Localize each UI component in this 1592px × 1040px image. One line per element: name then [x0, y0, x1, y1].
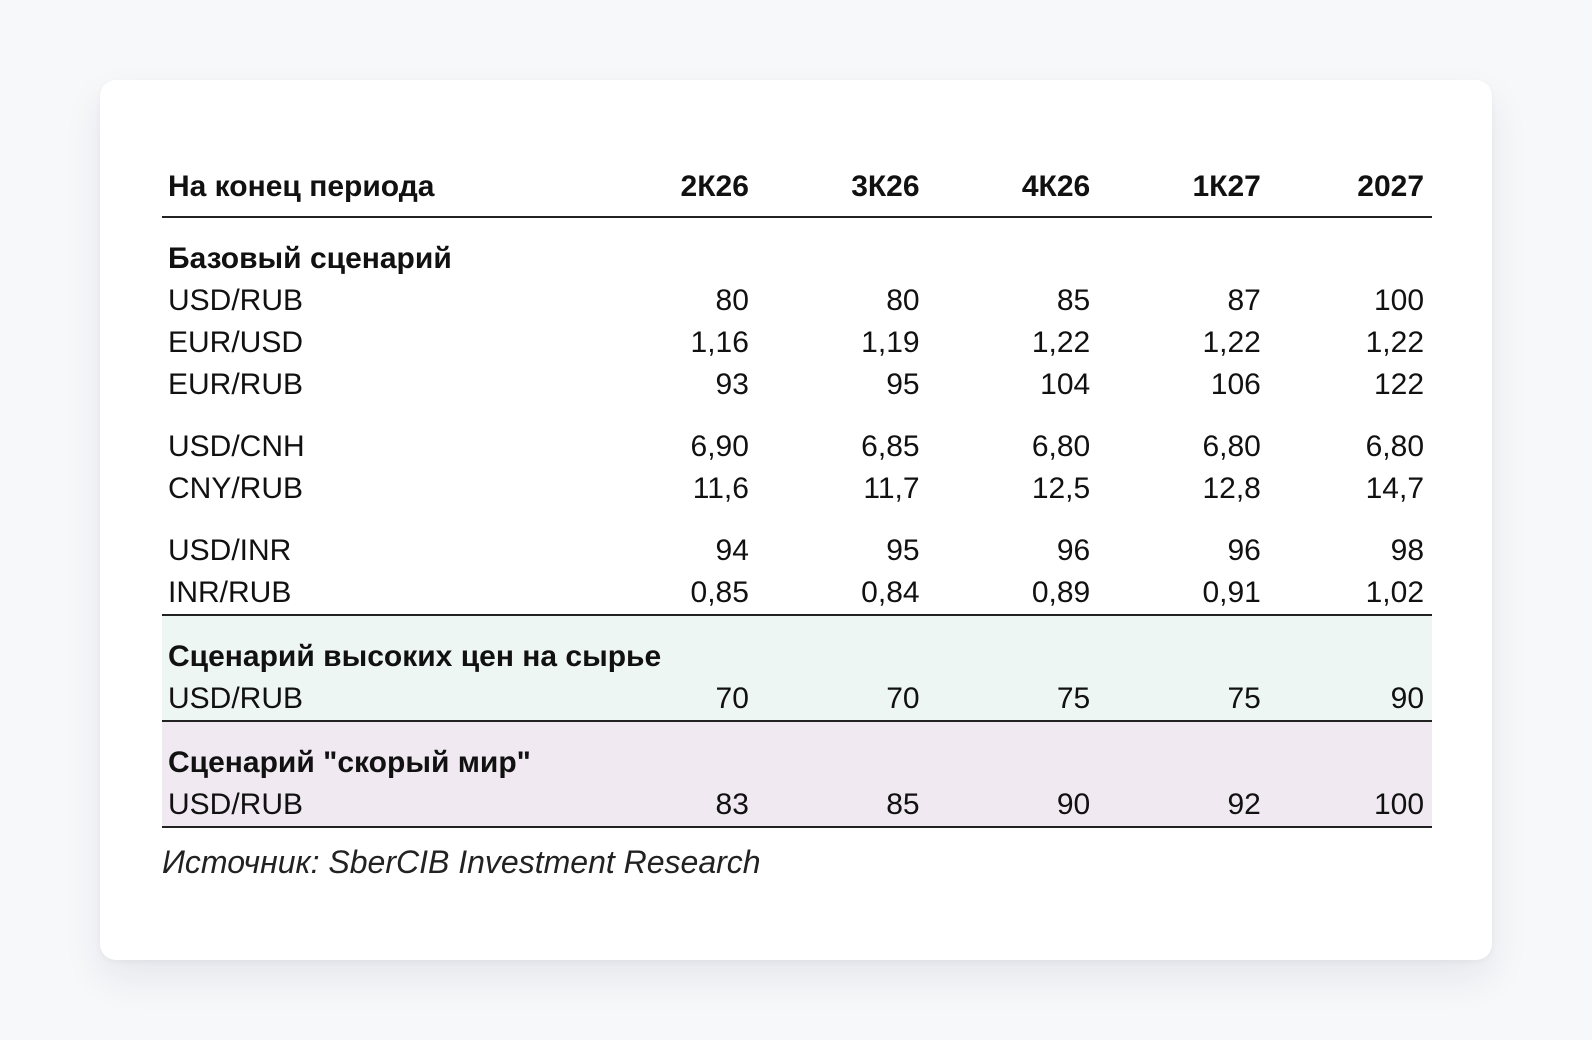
- cell: 12,8: [1202, 472, 1261, 505]
- group-spacer: [162, 510, 1432, 530]
- cell: 98: [1390, 534, 1425, 567]
- cell: 6,90: [690, 430, 749, 463]
- table-header: На конец периода 2К26 3К26 4К26 1К27 202…: [162, 158, 1432, 218]
- cell: 14,7: [1365, 472, 1425, 505]
- row-label: USD/CNH: [168, 430, 305, 463]
- cell: 90: [1056, 788, 1091, 821]
- cell: 95: [886, 534, 920, 567]
- row-label: USD/RUB: [168, 284, 304, 317]
- table-row: CNY/RUB 11,6 11,7 12,5 12,8 14,7: [162, 468, 1432, 510]
- cell: 104: [1040, 368, 1091, 401]
- cell: 93: [715, 368, 749, 401]
- fx-forecast-table: На конец периода 2К26 3К26 4К26 1К27 202…: [162, 158, 1432, 881]
- section-title: Сценарий "скорый мир": [162, 742, 1432, 784]
- table-row: INR/RUB 0,85 0,84 0,89 0,91 1,02: [162, 572, 1432, 614]
- table-row: USD/RUB 70 70 75 75 90: [162, 678, 1432, 720]
- row-label: USD/RUB: [168, 682, 304, 715]
- cell: 95: [886, 368, 920, 401]
- table-row: USD/RUB 80 80 85 87 100: [162, 280, 1432, 322]
- cell: 96: [1227, 534, 1261, 567]
- cell: 70: [886, 682, 920, 715]
- cell: 6,85: [861, 430, 920, 463]
- cell: 1,22: [1031, 326, 1091, 359]
- cell: 75: [1056, 682, 1091, 715]
- header-col: 4К26: [1021, 170, 1091, 203]
- section-title: Сценарий высоких цен на сырье: [162, 636, 1432, 678]
- row-label: USD/INR: [168, 534, 292, 567]
- cell: 100: [1373, 284, 1425, 317]
- source-note: Источник: SberCIB Investment Research: [162, 844, 761, 880]
- row-label: INR/RUB: [168, 576, 292, 609]
- row-label: USD/RUB: [168, 788, 304, 821]
- high-commodity-scenario-block: Сценарий высоких цен на сырье USD/RUB 70…: [162, 614, 1432, 720]
- header-col: 1К27: [1192, 170, 1261, 203]
- section-title: Базовый сценарий: [162, 238, 1432, 280]
- cell: 11,6: [692, 472, 749, 505]
- cell: 122: [1373, 368, 1425, 401]
- cell: 1,22: [1202, 326, 1261, 359]
- base-scenario-block: Базовый сценарий USD/RUB 80 80 85 87 100…: [162, 218, 1432, 614]
- cell: 85: [1056, 284, 1091, 317]
- cell: 80: [886, 284, 920, 317]
- cell: 1,19: [861, 326, 920, 359]
- cell: 12,5: [1031, 472, 1091, 505]
- cell: 11,7: [863, 472, 920, 505]
- cell: 0,89: [1031, 576, 1091, 609]
- cell: 94: [715, 534, 749, 567]
- cell: 96: [1056, 534, 1091, 567]
- table-row: USD/RUB 83 85 90 92 100: [162, 784, 1432, 826]
- cell: 100: [1373, 788, 1425, 821]
- table-row: USD/CNH 6,90 6,85 6,80 6,80 6,80: [162, 426, 1432, 468]
- cell: 85: [886, 788, 920, 821]
- table-row: USD/INR 94 95 96 96 98: [162, 530, 1432, 572]
- base-scenario-title: Базовый сценарий: [168, 242, 452, 275]
- table-row: EUR/RUB 93 95 104 106 122: [162, 364, 1432, 406]
- cell: 1,22: [1365, 326, 1425, 359]
- cell: 1,16: [690, 326, 749, 359]
- cell: 92: [1227, 788, 1261, 821]
- cell: 70: [715, 682, 749, 715]
- header-col: 2027: [1357, 170, 1425, 203]
- high-commodity-title: Сценарий высоких цен на сырье: [168, 640, 662, 673]
- cell: 6,80: [1202, 430, 1261, 463]
- table-row: EUR/USD 1,16 1,19 1,22 1,22 1,22: [162, 322, 1432, 364]
- row-label: EUR/USD: [168, 326, 304, 359]
- fast-peace-scenario-block: Сценарий "скорый мир" USD/RUB 83 85 90 9…: [162, 720, 1432, 828]
- cell: 87: [1227, 284, 1261, 317]
- cell: 75: [1227, 682, 1261, 715]
- cell: 83: [715, 788, 749, 821]
- row-label: EUR/RUB: [168, 368, 304, 401]
- cell: 1,02: [1365, 576, 1425, 609]
- cell: 106: [1210, 368, 1261, 401]
- row-label: CNY/RUB: [168, 472, 304, 505]
- cell: 80: [715, 284, 749, 317]
- group-spacer: [162, 406, 1432, 426]
- fast-peace-title: Сценарий "скорый мир": [168, 746, 531, 779]
- cell: 0,91: [1202, 576, 1261, 609]
- header-col: 2К26: [680, 170, 749, 203]
- cell: 6,80: [1031, 430, 1091, 463]
- cell: 90: [1390, 682, 1425, 715]
- cell: 0,84: [861, 576, 920, 609]
- table-card: На конец периода 2К26 3К26 4К26 1К27 202…: [100, 80, 1492, 960]
- cell: 6,80: [1365, 430, 1425, 463]
- header-col: 3К26: [851, 170, 920, 203]
- header-label: На конец периода: [168, 170, 435, 203]
- cell: 0,85: [690, 576, 749, 609]
